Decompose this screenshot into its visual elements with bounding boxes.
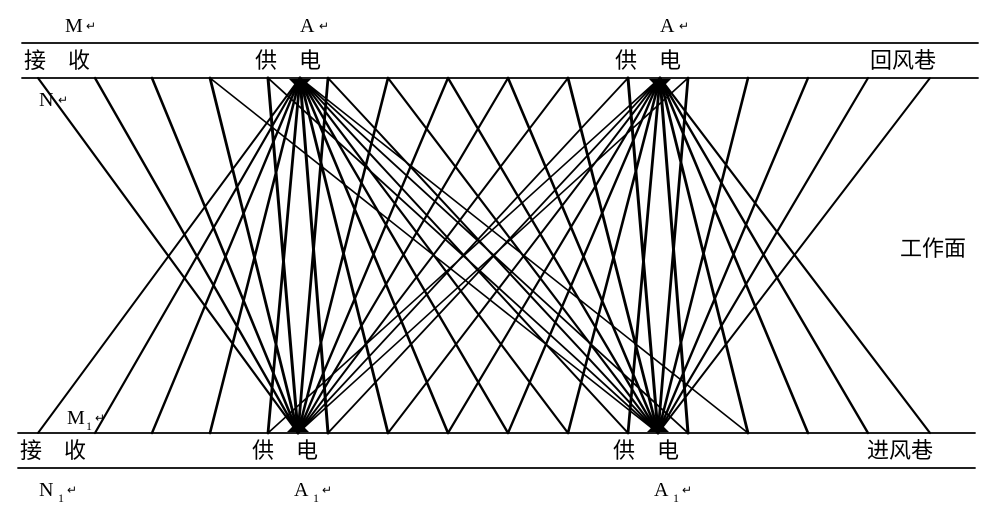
- label-M1s: 1: [86, 420, 92, 432]
- diagram-svg: [0, 0, 1000, 521]
- label-A_top2: A: [660, 16, 674, 36]
- label-top_left: 接 收: [24, 50, 90, 72]
- label-N1s: 1: [58, 492, 64, 504]
- label-A1ba: ↵: [682, 484, 692, 496]
- label-N: N: [39, 90, 53, 110]
- label-bot_mid1: 供 电: [252, 440, 318, 462]
- label-A_top1: A: [300, 16, 314, 36]
- label-top_mid2: 供 电: [615, 50, 681, 72]
- label-bot_left: 接 收: [20, 440, 86, 462]
- label-top_mid1: 供 电: [255, 50, 321, 72]
- label-N1a: ↵: [67, 484, 77, 496]
- label-M1a: ↵: [95, 412, 105, 424]
- label-M1: M: [67, 408, 85, 428]
- label-M: M: [65, 16, 83, 36]
- label-A1a: A: [294, 480, 308, 500]
- label-A_top2a: ↵: [679, 20, 689, 32]
- label-bot_right: 进风巷: [867, 440, 933, 462]
- label-N1: N: [39, 480, 53, 500]
- diagram-stage: M↵A↵A↵接 收供 电供 电回风巷N↵工作面M1↵接 收供 电供 电进风巷N1…: [0, 0, 1000, 521]
- label-A1bs: 1: [673, 492, 679, 504]
- label-Na: ↵: [58, 94, 68, 106]
- label-bot_mid2: 供 电: [613, 440, 679, 462]
- label-A1b: A: [654, 480, 668, 500]
- label-A1as: 1: [313, 492, 319, 504]
- label-A_top1a: ↵: [319, 20, 329, 32]
- label-Ma: ↵: [86, 20, 96, 32]
- label-workface: 工作面: [900, 238, 966, 260]
- label-top_right: 回风巷: [870, 50, 936, 72]
- label-A1aa: ↵: [322, 484, 332, 496]
